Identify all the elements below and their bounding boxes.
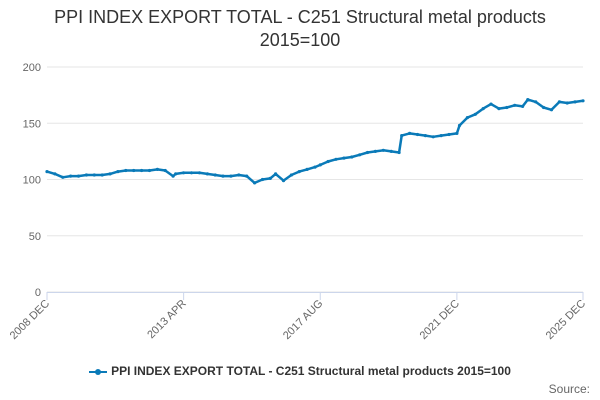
legend[interactable]: PPI INDEX EXPORT TOTAL - C251 Structural… [0,364,600,378]
y-axis: 0 50 100 150 200 [23,62,41,299]
data-point[interactable] [342,156,346,160]
x-tick-label: 2008 DEC [8,298,52,342]
data-point[interactable] [171,174,175,178]
x-tick-label: 2025 DEC [544,298,588,342]
data-point[interactable] [229,174,233,178]
data-point[interactable] [489,102,493,106]
data-point[interactable] [415,132,420,137]
data-point[interactable] [76,174,81,178]
data-point[interactable] [439,134,443,138]
data-point[interactable] [534,100,538,104]
data-point[interactable] [581,99,585,103]
data-point[interactable] [565,101,569,105]
data-point[interactable] [45,170,49,174]
series-line-0[interactable] [45,98,585,185]
data-point[interactable] [334,157,338,161]
data-point[interactable] [268,176,272,180]
data-point[interactable] [423,134,427,138]
data-point[interactable] [147,168,152,173]
y-tick-label: 0 [35,287,41,299]
data-point[interactable] [497,107,501,111]
data-point[interactable] [431,135,435,139]
data-point[interactable] [389,149,393,153]
y-tick-label: 100 [23,175,41,187]
data-point[interactable] [481,107,485,111]
chart-title-line-2: 2015=100 [259,30,341,50]
data-point[interactable] [253,181,257,185]
data-point[interactable] [100,173,104,177]
data-point[interactable] [274,172,278,176]
data-point[interactable] [189,171,194,175]
data-point[interactable] [61,175,65,179]
data-point[interactable] [505,105,509,110]
data-point[interactable] [197,171,201,175]
data-point[interactable] [549,108,554,112]
data-point[interactable] [182,171,186,175]
data-point[interactable] [281,179,286,183]
data-point[interactable] [326,159,330,164]
data-point[interactable] [457,123,462,128]
data-point[interactable] [205,172,209,176]
data-point[interactable] [318,163,322,167]
data-point[interactable] [313,165,317,169]
data-point[interactable] [221,174,225,178]
data-point[interactable] [213,173,217,177]
data-point[interactable] [455,131,459,135]
y-tick-label: 150 [23,118,41,130]
data-point[interactable] [84,173,88,177]
chart-title-line-1: PPI INDEX EXPORT TOTAL - C251 Structural… [54,7,546,27]
data-point[interactable] [124,168,128,173]
data-point[interactable] [397,150,401,155]
data-point[interactable] [526,98,530,102]
data-point[interactable] [297,170,301,174]
data-point[interactable] [350,155,354,159]
data-point[interactable] [132,168,136,173]
data-point[interactable] [465,116,469,120]
data-point[interactable] [108,172,112,176]
data-point[interactable] [447,132,451,137]
data-point[interactable] [521,104,525,108]
data-point[interactable] [408,131,412,135]
data-point[interactable] [373,149,377,153]
data-point[interactable] [245,174,249,178]
legend-label: PPI INDEX EXPORT TOTAL - C251 Structural… [111,364,511,378]
x-axis: 2008 DEC 2013 APR 2017 AUG 2021 DEC 2025 DEC [8,292,588,342]
data-point[interactable] [400,134,404,138]
data-point[interactable] [92,173,96,177]
chart-title: PPI INDEX EXPORT TOTAL - C251 Structural… [0,6,600,52]
data-point[interactable] [557,100,562,104]
x-tick-label: 2021 DEC [418,298,462,342]
legend-swatch [89,367,108,377]
data-point[interactable] [140,168,144,173]
credits: Source: [548,382,590,396]
data-point[interactable] [573,100,577,104]
data-point[interactable] [358,153,362,157]
data-point[interactable] [513,103,517,107]
data-point[interactable] [116,170,120,174]
data-point[interactable] [237,173,241,177]
grid-lines [47,66,583,293]
data-point[interactable] [542,105,546,110]
data-point[interactable] [53,172,57,176]
y-tick-label: 50 [29,231,41,243]
x-tick-label: 2013 APR [145,298,189,342]
data-point[interactable] [365,150,370,155]
y-tick-label: 200 [23,62,41,74]
data-point[interactable] [260,177,265,182]
data-point[interactable] [305,167,309,171]
data-point[interactable] [289,173,293,177]
data-point[interactable] [381,148,385,152]
data-point[interactable] [174,172,178,176]
data-point[interactable] [155,167,159,171]
series-group [45,98,585,185]
data-point[interactable] [473,112,477,116]
x-tick-label: 2017 AUG [281,298,325,342]
data-point[interactable] [69,174,73,178]
data-point[interactable] [163,168,167,173]
